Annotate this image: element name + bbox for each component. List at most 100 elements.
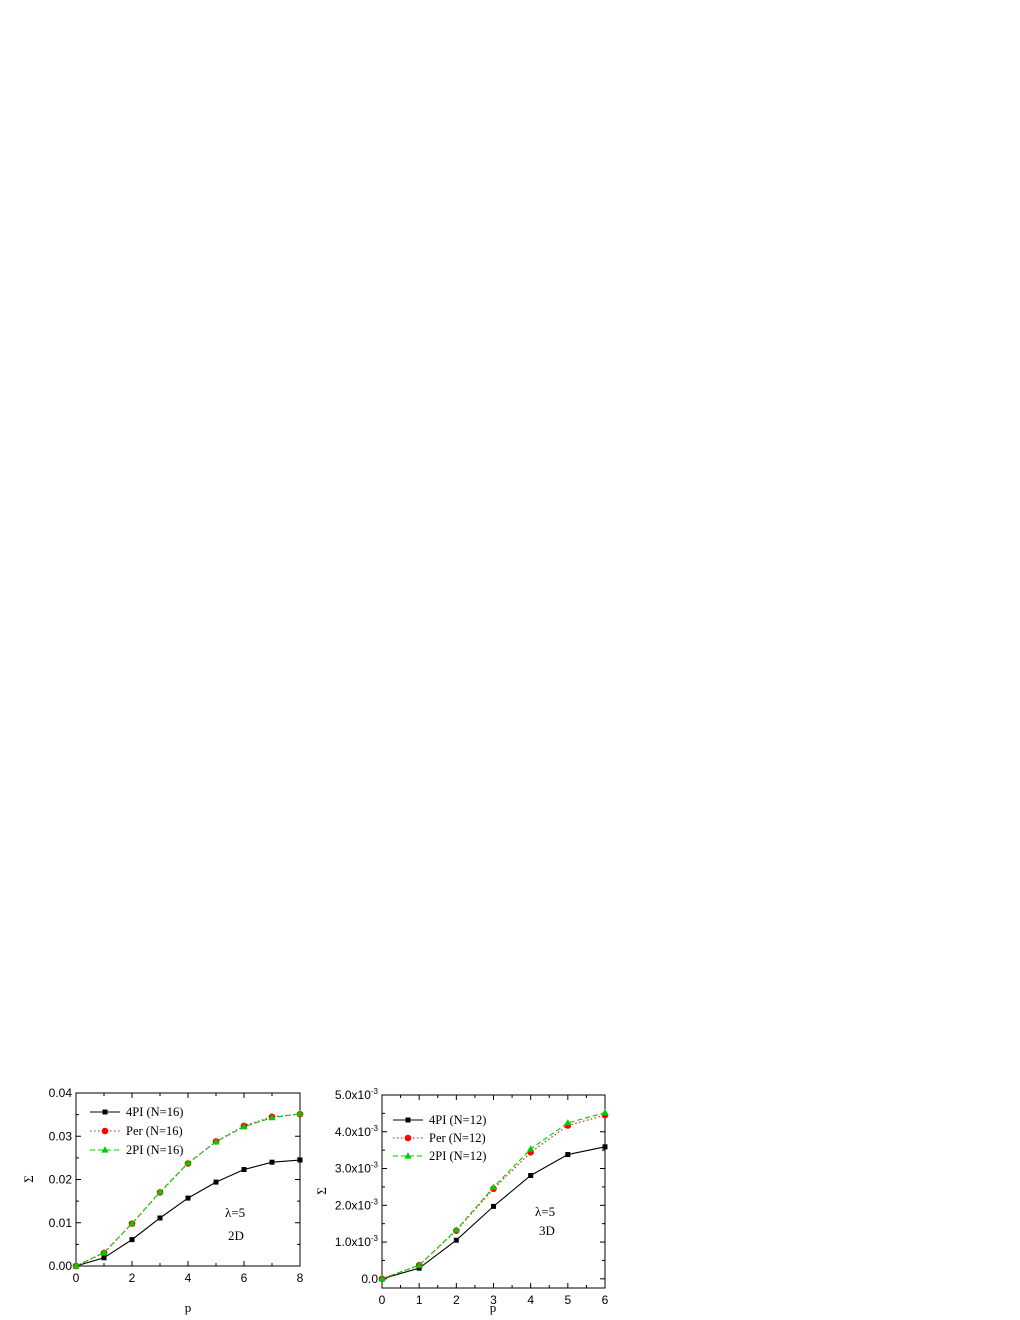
y-tick-labels: 0.00 0.01 0.02 0.03 0.04 [49,1086,73,1273]
legend: 4PI (N=16) Per (N=16) 2PI (N=16) [90,1105,183,1157]
x-tick-label: 4 [527,1293,534,1307]
data-point [378,1275,386,1282]
legend-label: Per (N=12) [429,1131,486,1145]
y-tick-exponent: -3 [371,1161,379,1170]
x-tick-labels: 0 2 4 6 8 [73,1271,304,1285]
x-tick-labels: 0 1 2 3 4 5 6 [379,1293,609,1307]
y-tick-label: 2.0x10-3 [335,1197,379,1212]
y-tick-label: 0.04 [49,1086,73,1100]
y-tick-label: 0.00 [49,1259,73,1273]
series-square [379,1144,608,1282]
x-tick-label: 6 [602,1293,609,1307]
legend-marker [101,1127,109,1135]
legend-label: 2PI (N=12) [429,1149,486,1163]
series-line [381,1114,606,1280]
legend-label: 2PI (N=16) [126,1143,183,1157]
x-tick-label: 2 [129,1271,136,1285]
data-point [296,1109,304,1117]
data-point [489,1183,498,1190]
series-triangle [72,1109,304,1269]
y-tick-labels: 0.01.0x10-32.0x10-33.0x10-34.0x10-35.0x1… [335,1087,379,1286]
x-tick-label: 3 [490,1293,497,1307]
y-tick-label: 4.0x10-3 [335,1124,379,1139]
legend-marker [102,1109,108,1115]
data-point [602,1144,608,1150]
legend-entry: Per (N=12) [393,1131,486,1145]
annotation-lambda: λ=5 [225,1205,245,1220]
y-tick-exponent: -3 [371,1087,379,1096]
tick-marks [75,1092,301,1267]
data-point [528,1173,534,1179]
y-tick-mantissa: 1.0x10 [335,1235,371,1249]
y-tick-label: 5.0x10-3 [335,1087,379,1102]
y-tick-exponent: -3 [371,1197,379,1206]
y-axis-label: Σ [314,1187,329,1195]
data-point [565,1152,571,1158]
legend-entry: 2PI (N=16) [90,1143,183,1157]
data-point [491,1203,496,1209]
legend-entry: 4PI (N=16) [90,1105,183,1119]
data-point [213,1179,219,1185]
y-tick-mantissa: 3.0x10 [335,1162,371,1176]
x-tick-label: 0 [73,1271,80,1285]
y-tick-label: 1.0x10-3 [335,1234,379,1249]
y-tick-mantissa: 0.0 [361,1272,378,1286]
legend-marker [404,1134,412,1142]
annotation-dimension: 3D [539,1223,555,1238]
x-tick-label: 5 [564,1293,571,1307]
series-line [75,1113,301,1267]
data-point [212,1138,220,1145]
series-square [73,1157,303,1269]
data-point [601,1108,609,1116]
series-line [75,1113,301,1267]
series-circle [378,1111,609,1283]
data-point [156,1188,164,1195]
data-point [241,1167,247,1173]
y-tick-label: 0.02 [49,1173,73,1187]
data-point [268,1113,276,1121]
x-axis-label: p [185,1300,192,1315]
chart-2d: 0 2 4 6 8 0.00 0.01 0.02 0.03 0.04 p Σ 4PI (N=16… [21,1086,304,1315]
data-point [527,1145,535,1152]
legend-label: 4PI (N=12) [429,1113,486,1127]
y-tick-label: 0.01 [49,1216,73,1230]
series-line [381,1112,606,1280]
data-point [100,1248,108,1256]
legend-marker [404,1152,412,1159]
series-line [75,1159,301,1267]
data-point [415,1261,423,1268]
annotation-lambda: λ=5 [535,1204,555,1219]
data-point [297,1157,303,1163]
y-axis-label: Σ [21,1175,36,1183]
y-tick-exponent: -3 [371,1124,379,1133]
x-tick-label: 4 [185,1271,192,1285]
x-tick-label: 6 [241,1271,248,1285]
data-point [129,1237,135,1243]
y-tick-label: 3.0x10-3 [335,1161,379,1176]
y-tick-exponent: -3 [371,1234,379,1243]
series-layer [378,1108,609,1283]
data-point [157,1215,163,1221]
x-tick-label: 0 [379,1293,386,1307]
data-point [453,1237,459,1243]
annotation-dimension: 2D [228,1228,244,1243]
data-point [564,1119,572,1126]
series-circle [72,1110,304,1270]
data-point [240,1122,248,1130]
legend-label: Per (N=16) [126,1124,183,1138]
series-line [381,1146,606,1280]
legend-label: 4PI (N=16) [126,1105,183,1119]
data-point [185,1195,191,1201]
x-axis-label: p [490,1300,497,1315]
legend-marker [405,1117,411,1123]
x-tick-label: 8 [297,1271,304,1285]
series-triangle [378,1108,609,1282]
data-point [72,1262,80,1269]
data-point [184,1159,192,1166]
y-tick-label: 0.03 [49,1129,73,1143]
series-layer [72,1109,304,1270]
data-point [452,1226,460,1233]
legend-entry: 4PI (N=12) [393,1113,486,1127]
